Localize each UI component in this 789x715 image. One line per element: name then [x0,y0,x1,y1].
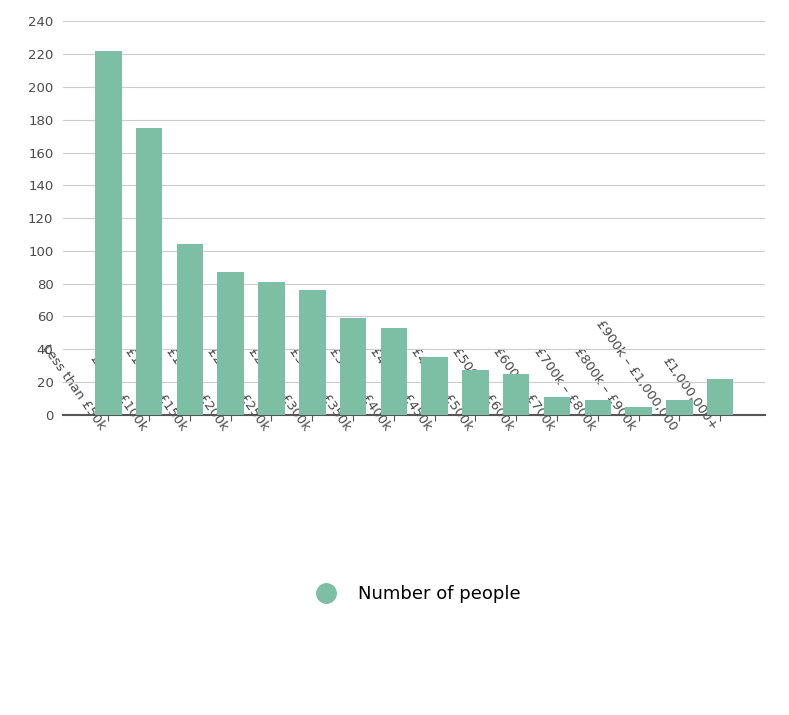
Bar [707,379,734,415]
Bar [258,282,285,415]
Bar [177,245,203,415]
Bar [626,407,652,415]
Bar [666,400,693,415]
Bar [136,128,163,415]
Bar [299,290,326,415]
Bar [585,400,611,415]
Bar [544,397,570,415]
Bar [380,328,407,415]
Bar [218,272,244,415]
Bar [340,318,366,415]
Legend: Number of people: Number of people [301,578,528,610]
Bar [503,374,529,415]
Bar [95,51,122,415]
Bar [462,370,488,415]
Bar [421,358,448,415]
